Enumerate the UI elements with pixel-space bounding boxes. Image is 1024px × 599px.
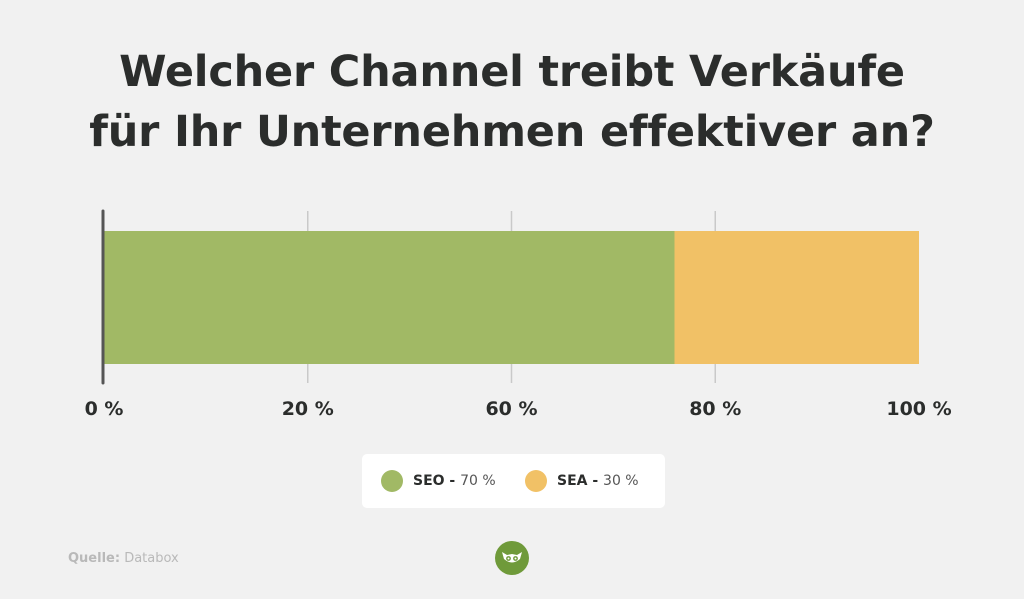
legend-item-seo: SEO - 70 % bbox=[381, 454, 496, 508]
legend-value-sea: 30 % bbox=[603, 473, 639, 489]
tick-label-1: 20 % bbox=[282, 398, 334, 420]
legend-swatch-sea bbox=[525, 470, 547, 492]
legend-item-sea: SEA - 30 % bbox=[525, 454, 639, 508]
source-value: Databox bbox=[124, 551, 179, 566]
source-label: Quelle: bbox=[68, 551, 121, 566]
tick-label-3: 80 % bbox=[689, 398, 741, 420]
chart-title: Welcher Channel treibt Verkäufe für Ihr … bbox=[0, 42, 1024, 162]
chart-title-line-1: Welcher Channel treibt Verkäufe bbox=[119, 47, 905, 97]
legend-label-sea: SEA bbox=[557, 473, 588, 489]
stacked-bar-chart: 0 % 20 % 60 % 80 % 100 % bbox=[85, 209, 952, 420]
bar-seo bbox=[104, 231, 675, 364]
source-note: Quelle: Databox bbox=[68, 551, 179, 566]
chart-legend: SEO - 70 % SEA - 30 % bbox=[362, 454, 665, 508]
tick-label-4: 100 % bbox=[886, 398, 951, 420]
bar-sea bbox=[674, 231, 919, 364]
owl-icon bbox=[495, 541, 529, 575]
tick-label-0: 0 % bbox=[85, 398, 124, 420]
legend-label-seo: SEO bbox=[413, 473, 445, 489]
legend-value-seo: 70 % bbox=[460, 473, 496, 489]
tick-label-2: 60 % bbox=[485, 398, 537, 420]
chart-title-line-2: für Ihr Unternehmen effektiver an? bbox=[89, 107, 935, 157]
legend-swatch-seo bbox=[381, 470, 403, 492]
